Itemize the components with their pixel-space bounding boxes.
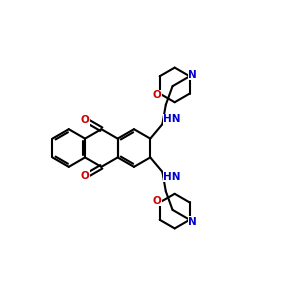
Text: O: O — [80, 171, 89, 181]
Text: O: O — [152, 90, 161, 100]
Text: N: N — [188, 217, 197, 226]
Text: HN: HN — [164, 172, 181, 182]
Text: O: O — [152, 196, 161, 206]
Text: HN: HN — [164, 114, 181, 124]
Text: O: O — [80, 115, 89, 125]
Text: N: N — [188, 70, 197, 80]
